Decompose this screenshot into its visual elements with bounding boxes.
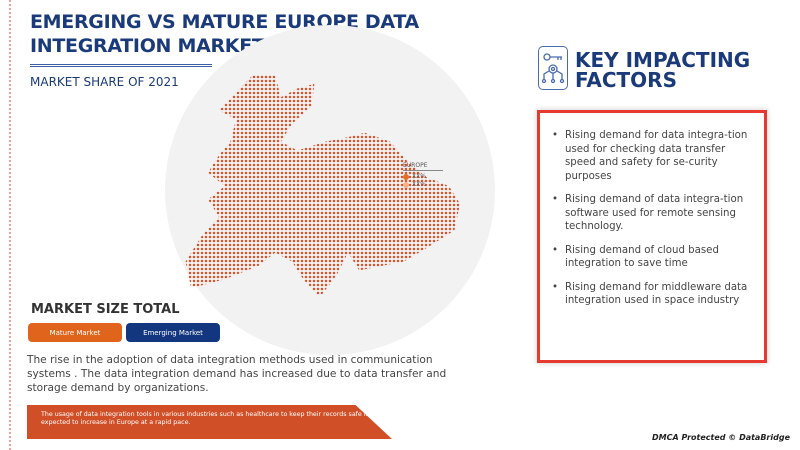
legend-label: XX% (412, 181, 426, 188)
description: The rise in the adoption of data integra… (27, 354, 447, 394)
emerging-market-button[interactable]: Emerging Market (126, 323, 220, 342)
subtitle: MARKET SHARE OF 2021 (30, 75, 179, 89)
factor-item: Rising demand for data integra-tion used… (552, 129, 756, 183)
factors-title: KEY IMPACTING FACTORS (575, 48, 751, 92)
highlight-banner: The usage of data integration tools in v… (27, 405, 392, 439)
pie-icon (403, 181, 409, 188)
factor-item: Rising demand for middleware data integr… (552, 281, 756, 308)
factor-item: Rising demand of cloud based integration… (552, 244, 756, 271)
legend-item: XX% (403, 173, 443, 180)
decorative-border (9, 0, 11, 450)
title-divider (30, 64, 212, 67)
key-gear-icon (538, 46, 568, 90)
legend-item: XX% (403, 181, 443, 188)
market-size-title: MARKET SIZE TOTAL (31, 302, 180, 317)
legend-title: EUROPE (403, 162, 443, 171)
factors-box: Rising demand for data integra-tion used… (537, 110, 767, 363)
dmca-footer: DMCA Protected © DataBridge (652, 433, 790, 442)
pie-icon (403, 173, 409, 180)
legend-label: XX% (412, 173, 426, 180)
mature-market-button[interactable]: Mature Market (28, 323, 122, 342)
factor-item: Rising demand of data integra-tion softw… (552, 193, 756, 234)
map-legend: EUROPE XX% XX% (403, 162, 443, 188)
